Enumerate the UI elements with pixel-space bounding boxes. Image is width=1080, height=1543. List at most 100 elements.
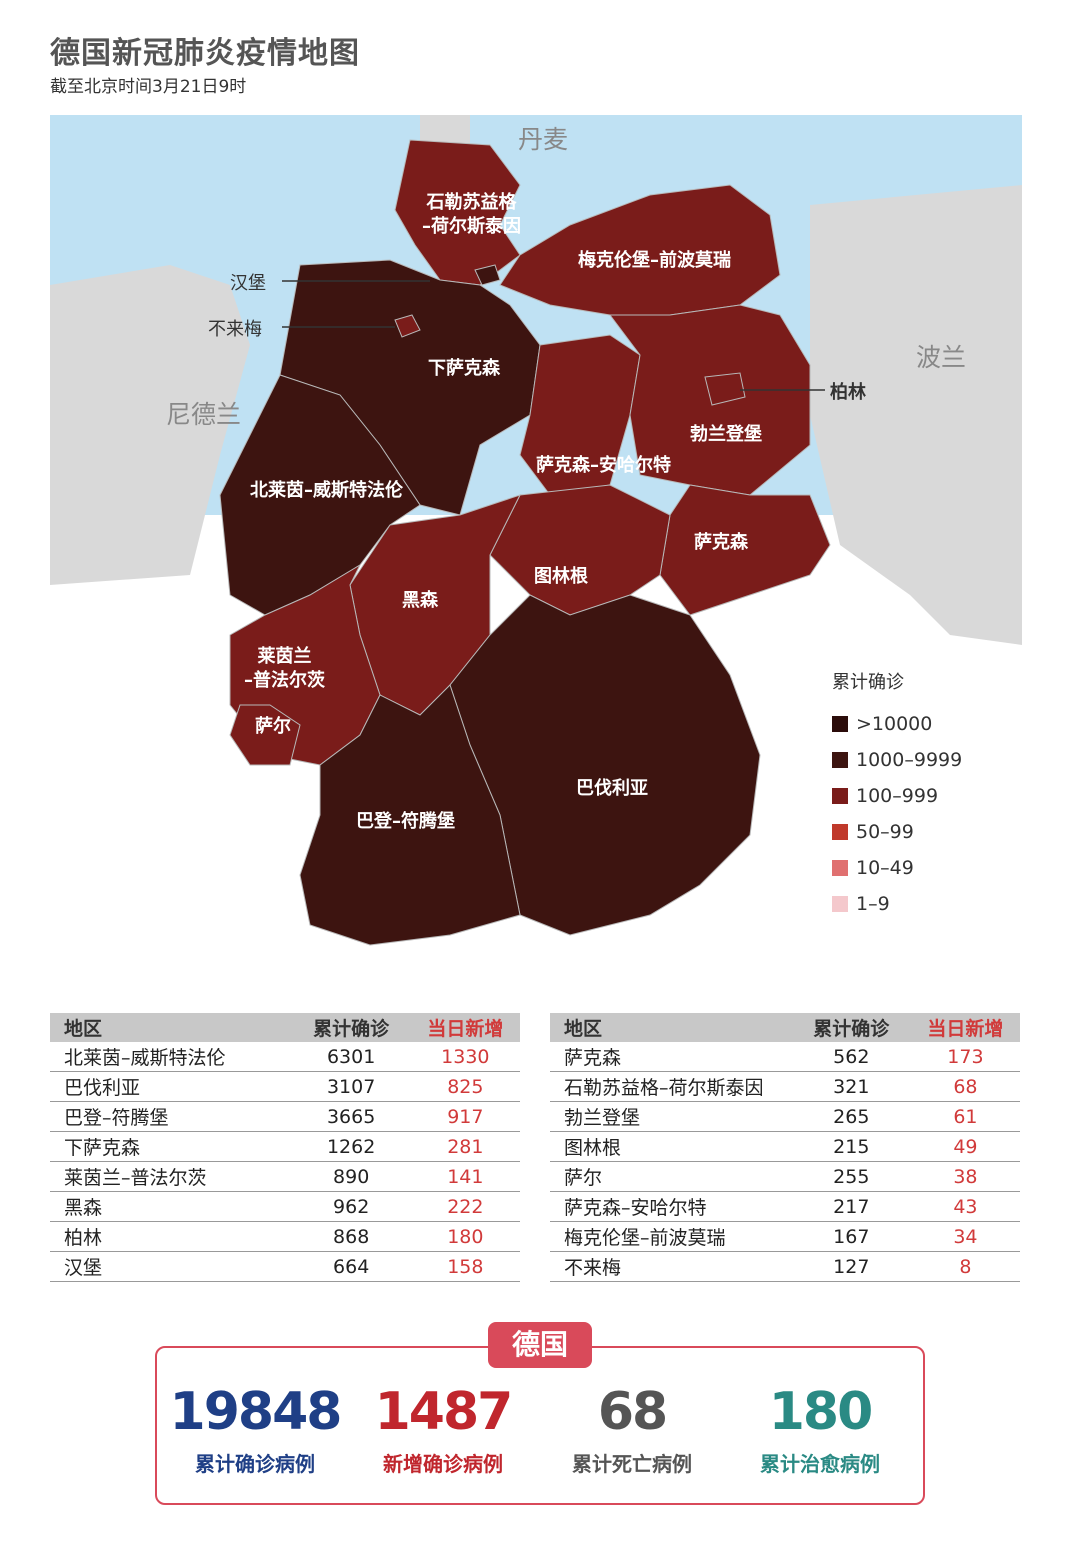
legend-swatch [832, 788, 848, 804]
page-subtitle: 截至北京时间3月21日9时 [50, 77, 247, 97]
cell-total: 127 [791, 1251, 911, 1282]
legend-swatch [832, 860, 848, 876]
label-saarland: 萨尔 [255, 716, 291, 737]
cell-region: 北莱茵–威斯特法伦 [50, 1042, 292, 1072]
stat-label: 新增确诊病例 [383, 1452, 503, 1476]
table-row: 下萨克森 1262 281 [50, 1131, 520, 1162]
table-row: 萨克森 562 173 [550, 1042, 1020, 1072]
cell-new: 158 [410, 1251, 520, 1282]
legend-item: >10000 [832, 706, 962, 742]
region-shape-schleswig-holstein [394, 139, 521, 286]
label-hesse: 黑森 [402, 590, 438, 611]
label-schleswig-holstein: 石勒苏益格 –荷尔斯泰因 [422, 191, 521, 239]
label-saxony: 萨克森 [694, 532, 748, 553]
table-row: 柏林 868 180 [50, 1221, 520, 1252]
legend-label: >10000 [856, 713, 933, 735]
cell-region: 下萨克森 [50, 1131, 292, 1162]
page-title: 德国新冠肺炎疫情地图 [50, 36, 360, 71]
region-shape-brandenburg [609, 304, 811, 496]
legend-label: 100–999 [856, 785, 939, 807]
poland-label: 波兰 [916, 343, 967, 372]
label-bavaria: 巴伐利亚 [576, 778, 648, 799]
cases-table-right: 地区 累计确诊 当日新增 萨克森 562 173 石勒苏益格–荷尔斯泰因 321 68 勃兰… [550, 1013, 1020, 1282]
table-row: 勃兰登堡 265 61 [550, 1101, 1020, 1132]
stat-deaths: 68 累计死亡病例 [532, 1380, 732, 1477]
cell-region: 莱茵兰–普法尔茨 [50, 1161, 292, 1192]
summary-tab: 德国 [488, 1322, 592, 1368]
legend-label: 1–9 [856, 893, 890, 915]
table-row: 石勒苏益格–荷尔斯泰因 321 68 [550, 1071, 1020, 1102]
legend-label: 10–49 [856, 857, 914, 879]
cell-new: 1330 [410, 1042, 520, 1072]
table-row: 莱茵兰–普法尔茨 890 141 [50, 1161, 520, 1192]
region-shape-bremen [394, 314, 421, 338]
callout-berlin: 柏林 [830, 382, 866, 403]
denmark-label: 丹麦 [518, 125, 569, 154]
table-row: 黑森 962 222 [50, 1191, 520, 1222]
callout-hamburg: 汉堡 [230, 273, 266, 294]
cell-total: 6301 [291, 1042, 411, 1072]
stat-label: 累计死亡病例 [572, 1452, 692, 1476]
cell-region: 汉堡 [50, 1251, 292, 1282]
table-header-row: 地区 累计确诊 当日新增 [550, 1013, 1020, 1042]
header-region: 地区 [50, 1013, 292, 1042]
neighbor-land-east [810, 185, 1022, 645]
cell-total: 1262 [291, 1131, 411, 1162]
table-row: 梅克伦堡–前波莫瑞 167 34 [550, 1221, 1020, 1252]
cell-total: 664 [291, 1251, 411, 1282]
cell-new: 38 [910, 1161, 1020, 1192]
table-row: 不来梅 127 8 [550, 1251, 1020, 1282]
cell-new: 68 [910, 1071, 1020, 1102]
label-thuringia: 图林根 [534, 566, 588, 587]
label-nrw: 北莱茵–威斯特法伦 [250, 480, 403, 501]
germany-map: 丹麦 波兰 尼德兰 石勒苏益格 –荷尔斯泰因 梅克伦堡–前波莫瑞 下萨克森 萨克… [50, 115, 1022, 975]
table-row: 北莱茵–威斯特法伦 6301 1330 [50, 1042, 520, 1072]
cell-total: 265 [791, 1101, 911, 1132]
cell-total: 562 [791, 1042, 911, 1072]
netherlands-label: 尼德兰 [166, 400, 242, 429]
label-brandenburg: 勃兰登堡 [690, 424, 762, 445]
header-total: 累计确诊 [291, 1013, 411, 1042]
table-row: 汉堡 664 158 [50, 1251, 520, 1282]
cell-total: 962 [291, 1191, 411, 1222]
cell-new: 49 [910, 1131, 1020, 1162]
cell-region: 黑森 [50, 1191, 292, 1222]
cell-region: 巴登–符腾堡 [50, 1101, 292, 1132]
legend-title: 累计确诊 [832, 672, 904, 693]
cell-region: 梅克伦堡–前波莫瑞 [550, 1221, 792, 1252]
legend-items: >10000 1000–9999 100–999 50–99 10–49 1–9 [832, 706, 962, 922]
cell-region: 萨克森 [550, 1042, 792, 1072]
region-shape-saarland [229, 704, 301, 766]
table-header-row: 地区 累计确诊 当日新增 [50, 1013, 520, 1042]
neighbor-land-west [50, 265, 250, 585]
legend-swatch [832, 896, 848, 912]
cell-new: 61 [910, 1101, 1020, 1132]
label-schleswig-holstein-text: 石勒苏益格 –荷尔斯泰因 [422, 192, 521, 237]
region-shape-berlin [704, 372, 746, 406]
cell-total: 321 [791, 1071, 911, 1102]
legend-item: 1000–9999 [832, 742, 962, 778]
cell-new: 281 [410, 1131, 520, 1162]
cell-total: 217 [791, 1191, 911, 1222]
stat-total-confirmed: 19848 累计确诊病例 [155, 1380, 355, 1477]
legend-swatch [832, 824, 848, 840]
cell-total: 167 [791, 1221, 911, 1252]
cell-new: 141 [410, 1161, 520, 1192]
legend-item: 10–49 [832, 850, 962, 886]
cell-region: 不来梅 [550, 1251, 792, 1282]
cell-region: 萨克森–安哈尔特 [550, 1191, 792, 1222]
map-svg [50, 115, 1022, 975]
table-row: 巴登–符腾堡 3665 917 [50, 1101, 520, 1132]
map-legend: 累计确诊 >10000 1000–9999 100–999 50–99 10–49 1–9 [832, 668, 962, 922]
cell-total: 3107 [291, 1071, 411, 1102]
cell-total: 868 [291, 1221, 411, 1252]
legend-item: 100–999 [832, 778, 962, 814]
header-new: 当日新增 [410, 1013, 520, 1042]
cell-new: 222 [410, 1191, 520, 1222]
header-new: 当日新增 [910, 1013, 1020, 1042]
stat-value: 180 [768, 1382, 874, 1442]
legend-label: 1000–9999 [856, 749, 963, 771]
cell-region: 石勒苏益格–荷尔斯泰因 [550, 1071, 792, 1102]
cases-table-left: 地区 累计确诊 当日新增 北莱茵–威斯特法伦 6301 1330 巴伐利亚 3107 82… [50, 1013, 520, 1282]
cell-region: 图林根 [550, 1131, 792, 1162]
